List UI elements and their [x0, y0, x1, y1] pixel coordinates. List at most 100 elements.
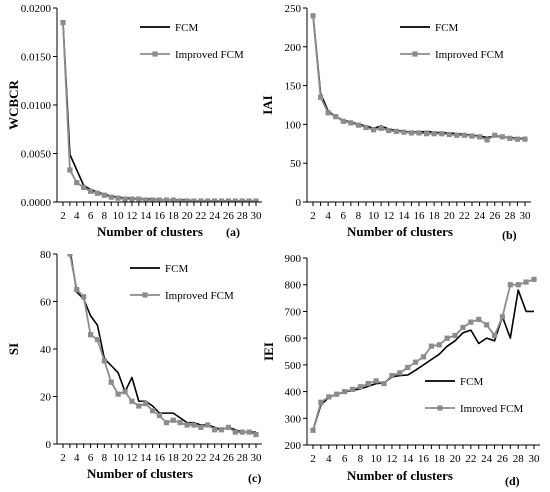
data-point	[499, 314, 506, 320]
legend: FCM Improved FCM	[140, 22, 244, 61]
x-tick-label: 8	[102, 210, 108, 222]
data-point	[177, 198, 183, 202]
data-point	[333, 114, 339, 120]
x-tick-label: 18	[434, 453, 446, 465]
panel-label: (a)	[226, 225, 240, 239]
x-tick-label: 14	[402, 453, 414, 465]
y-tick-label: 0.0100	[21, 100, 52, 112]
data-point	[340, 118, 346, 124]
data-point	[156, 197, 163, 202]
x-tick-label: 28	[237, 452, 249, 464]
x-tick-label: 28	[237, 210, 249, 222]
y-axis-label: WCBCR	[6, 79, 21, 129]
data-point	[436, 342, 442, 348]
x-tick-label: 18	[168, 210, 180, 222]
x-tick-label: 24	[209, 210, 221, 222]
legend-label: Improved FCM	[165, 290, 234, 302]
x-tick-label: 16	[418, 453, 430, 465]
data-point	[365, 380, 371, 387]
x-tick-label: 6	[88, 452, 94, 464]
x-tick-label: 26	[497, 453, 509, 465]
data-point	[405, 364, 411, 371]
data-point	[469, 133, 475, 139]
data-point	[81, 294, 87, 300]
data-point	[492, 132, 498, 138]
data-point	[129, 398, 135, 404]
x-tick-label: 10	[371, 453, 383, 465]
x-tick-label: 26	[489, 210, 501, 222]
legend-label: Imroved FCM	[460, 403, 523, 415]
data-point	[87, 188, 94, 194]
data-point	[122, 389, 128, 395]
x-tick-label: 30	[529, 453, 541, 465]
data-point	[341, 388, 348, 395]
x-tick-label: 4	[326, 453, 332, 465]
x-tick-label: 8	[356, 210, 362, 222]
data-point	[325, 110, 331, 116]
data-point	[74, 180, 80, 186]
x-tick-label: 26	[223, 210, 235, 222]
data-point	[363, 124, 369, 131]
data-point	[499, 134, 505, 140]
x-tick-label: 14	[398, 210, 410, 222]
legend-label: FCM	[175, 22, 198, 34]
x-tick-label: 10	[368, 210, 380, 222]
x-tick-label: 6	[341, 210, 347, 222]
data-point	[225, 424, 232, 430]
data-point	[136, 403, 142, 409]
data-point	[218, 427, 225, 433]
x-tick-label: 30	[251, 210, 263, 222]
data-point	[108, 379, 114, 385]
x-tick-label: 18	[168, 452, 180, 464]
legend-marker	[437, 405, 443, 411]
data-point	[184, 198, 190, 202]
data-point	[101, 192, 107, 198]
data-point	[310, 427, 316, 433]
x-tick-label: 22	[195, 452, 206, 464]
data-point	[60, 166, 65, 171]
legend: FCM Improved FCM	[400, 22, 504, 61]
data-point	[531, 276, 537, 282]
x-tick-label: 8	[358, 453, 364, 465]
y-tick-label: 500	[285, 360, 302, 372]
x-axis-label: Number of clusters	[347, 224, 453, 239]
data-point	[491, 332, 498, 339]
data-point	[129, 196, 135, 202]
legend-label: Improved FCM	[435, 49, 504, 61]
data-point	[370, 127, 377, 133]
data-point	[205, 422, 211, 428]
legend-label: FCM	[165, 263, 188, 275]
x-tick-label: 6	[88, 210, 94, 222]
data-point	[67, 167, 73, 173]
data-point	[143, 401, 149, 407]
y-tick-label: 40	[40, 344, 52, 356]
data-point	[122, 196, 128, 202]
panel-label: (b)	[502, 228, 517, 242]
data-point	[246, 198, 252, 202]
data-point	[74, 287, 80, 293]
x-tick-label: 24	[474, 210, 486, 222]
x-tick-label: 10	[113, 452, 125, 464]
x-tick-label: 16	[154, 452, 166, 464]
data-point	[444, 335, 450, 341]
y-tick-label: 200	[285, 42, 302, 54]
data-point	[87, 332, 94, 338]
data-point	[317, 94, 324, 100]
x-tick-label: 20	[444, 210, 456, 222]
data-point	[163, 197, 169, 202]
data-point	[523, 279, 529, 285]
data-point	[484, 322, 490, 328]
data-point	[389, 372, 395, 379]
x-tick-label: 12	[386, 453, 397, 465]
data-point	[143, 197, 149, 202]
data-point	[373, 378, 379, 384]
x-tick-label: 24	[209, 452, 221, 464]
data-point	[232, 198, 238, 202]
data-point	[522, 136, 528, 142]
x-tick-label: 2	[310, 453, 316, 465]
x-tick-label: 20	[450, 453, 462, 465]
data-point	[239, 198, 245, 202]
